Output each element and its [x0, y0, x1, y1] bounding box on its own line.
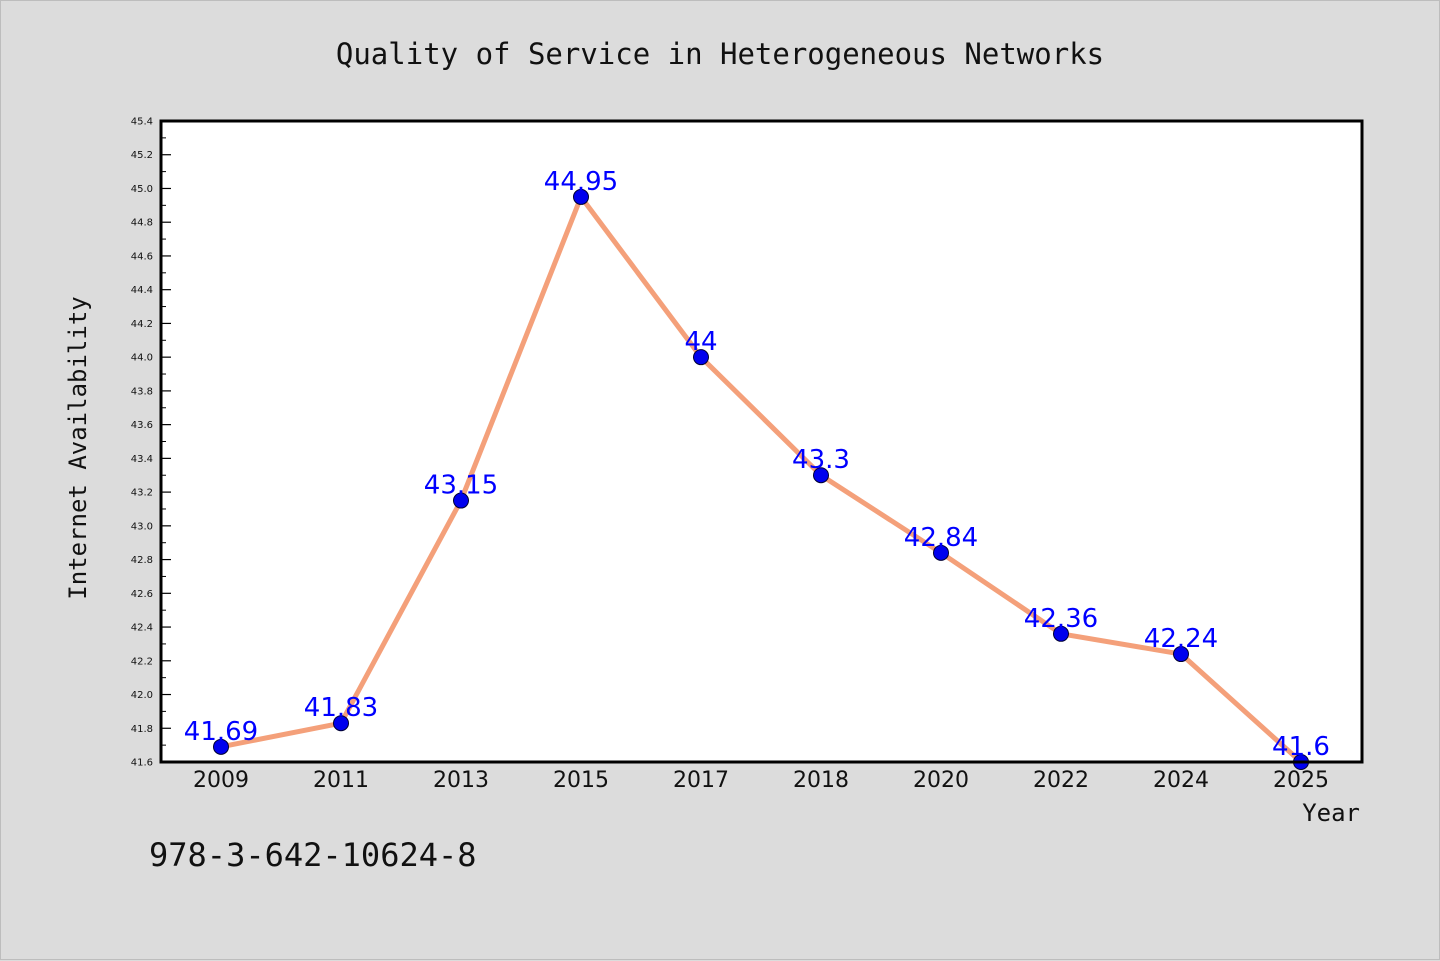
data-point [933, 544, 949, 561]
y-axis-label: Internet Availability [64, 296, 92, 599]
data-point [813, 467, 829, 484]
x-tick-label: 2013 [433, 768, 489, 793]
y-tick-label: 43.8 [131, 386, 153, 397]
y-tick-label: 41.6 [131, 758, 153, 769]
y-tick-label: 44.2 [131, 319, 153, 330]
y-tick-label: 44.4 [131, 285, 153, 296]
data-label: 44.95 [544, 167, 618, 197]
y-tick-label: 45.2 [131, 150, 153, 161]
data-point [1053, 625, 1069, 642]
data-label: 41.69 [184, 717, 258, 747]
data-label: 41.6 [1272, 732, 1330, 762]
data-point [693, 349, 709, 366]
x-tick-label: 2022 [1033, 768, 1089, 793]
x-tick-label: 2011 [313, 768, 369, 793]
x-tick-label: 2024 [1153, 768, 1209, 793]
data-point [333, 715, 349, 732]
y-tick-label: 45.4 [131, 117, 153, 128]
plot-area [161, 121, 1362, 762]
chart-title: Quality of Service in Heterogeneous Netw… [336, 37, 1104, 71]
data-label: 42.84 [904, 523, 978, 553]
y-tick-label: 44.8 [131, 218, 153, 229]
plot-border [159, 119, 1364, 764]
y-tick-label: 42.2 [131, 656, 153, 667]
y-tick-label: 42.4 [131, 623, 153, 634]
y-tick-label: 42.8 [131, 555, 153, 566]
y-tick-label: 43.6 [131, 420, 153, 431]
data-label: 44 [684, 327, 717, 357]
series-markers [213, 188, 1309, 770]
x-axis: 2009 2011 2013 2015 2017 2018 2020 2022 2024 2025 [193, 768, 1329, 793]
data-label: 41.83 [304, 693, 378, 723]
y-tick-label: 44.0 [131, 353, 153, 364]
data-point [1173, 646, 1189, 663]
series-line [218, 194, 1304, 765]
x-tick-label: 2018 [793, 768, 849, 793]
data-point [453, 492, 469, 509]
data-labels: 41.69 41.83 43.15 44.95 44 43.3 42.84 42.36 42.2… [184, 167, 1330, 762]
y-tick-label: 41.8 [131, 724, 153, 735]
y-tick-label: 43.0 [131, 521, 153, 532]
footer-identifier: 978-3-642-10624-8 [149, 836, 477, 874]
data-label: 42.24 [1144, 624, 1218, 654]
y-tick-label: 42.6 [131, 589, 153, 600]
y-tick-label: 45.0 [131, 184, 153, 195]
data-point [573, 188, 589, 205]
y-tick-label: 43.4 [131, 454, 153, 465]
x-tick-label: 2009 [193, 768, 249, 793]
x-tick-label: 2015 [553, 768, 609, 793]
y-tick-label: 44.6 [131, 251, 153, 262]
y-axis: 41.6 41.8 42.0 42.2 42.4 42.6 42.8 43.0 43.2 43.4… [131, 117, 171, 769]
x-tick-label: 2020 [913, 768, 969, 793]
data-point [213, 738, 229, 755]
data-label: 43.3 [792, 445, 850, 475]
y-tick-label: 43.2 [131, 488, 153, 499]
data-label: 42.36 [1024, 604, 1098, 634]
data-label: 43.15 [424, 471, 498, 501]
x-axis-label: Year [1302, 799, 1360, 827]
y-tick-label: 42.0 [131, 690, 153, 701]
x-tick-label: 2025 [1273, 768, 1329, 793]
x-tick-label: 2017 [673, 768, 729, 793]
